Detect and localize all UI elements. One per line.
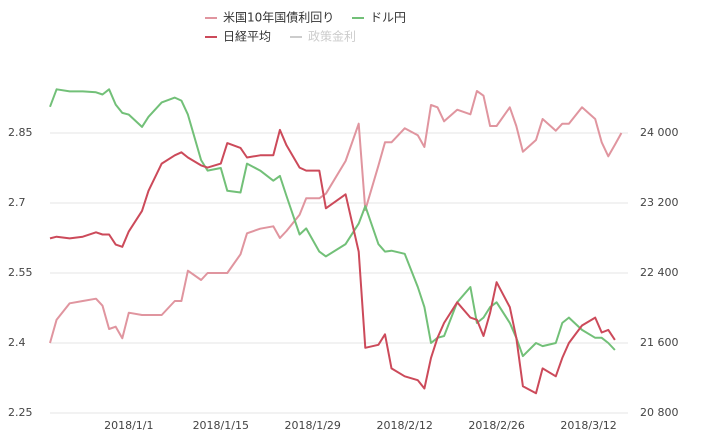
y-tick-label: 2.7 (8, 196, 26, 209)
series-line (49, 128, 616, 395)
x-tick-label: 2018/2/12 (376, 419, 432, 432)
y-tick-label: 2.25 (8, 406, 33, 419)
legend-label: 米国10年国債利回り (223, 10, 334, 25)
series-line (49, 90, 623, 344)
y2-tick-label: 21 600 (640, 336, 679, 349)
y-tick-label: 2.55 (8, 266, 33, 279)
series-line (49, 88, 616, 358)
y2-tick-label: 20 800 (640, 406, 679, 419)
y2-tick-label: 22 400 (640, 266, 679, 279)
x-tick-label: 2018/1/15 (193, 419, 249, 432)
y2-tick-label: 23 200 (640, 196, 679, 209)
y-tick-label: 2.85 (8, 126, 33, 139)
legend-label: 政策金利 (308, 29, 356, 44)
x-tick-label: 2018/2/26 (468, 419, 524, 432)
x-tick-label: 2018/1/1 (104, 419, 153, 432)
x-tick-label: 2018/1/29 (285, 419, 341, 432)
y-tick-label: 2.4 (8, 336, 26, 349)
legend-label: 日経平均 (223, 30, 271, 44)
x-tick-label: 2018/3/12 (560, 419, 616, 432)
legend-label: ドル円 (370, 11, 406, 25)
y2-tick-label: 24 000 (640, 126, 679, 139)
